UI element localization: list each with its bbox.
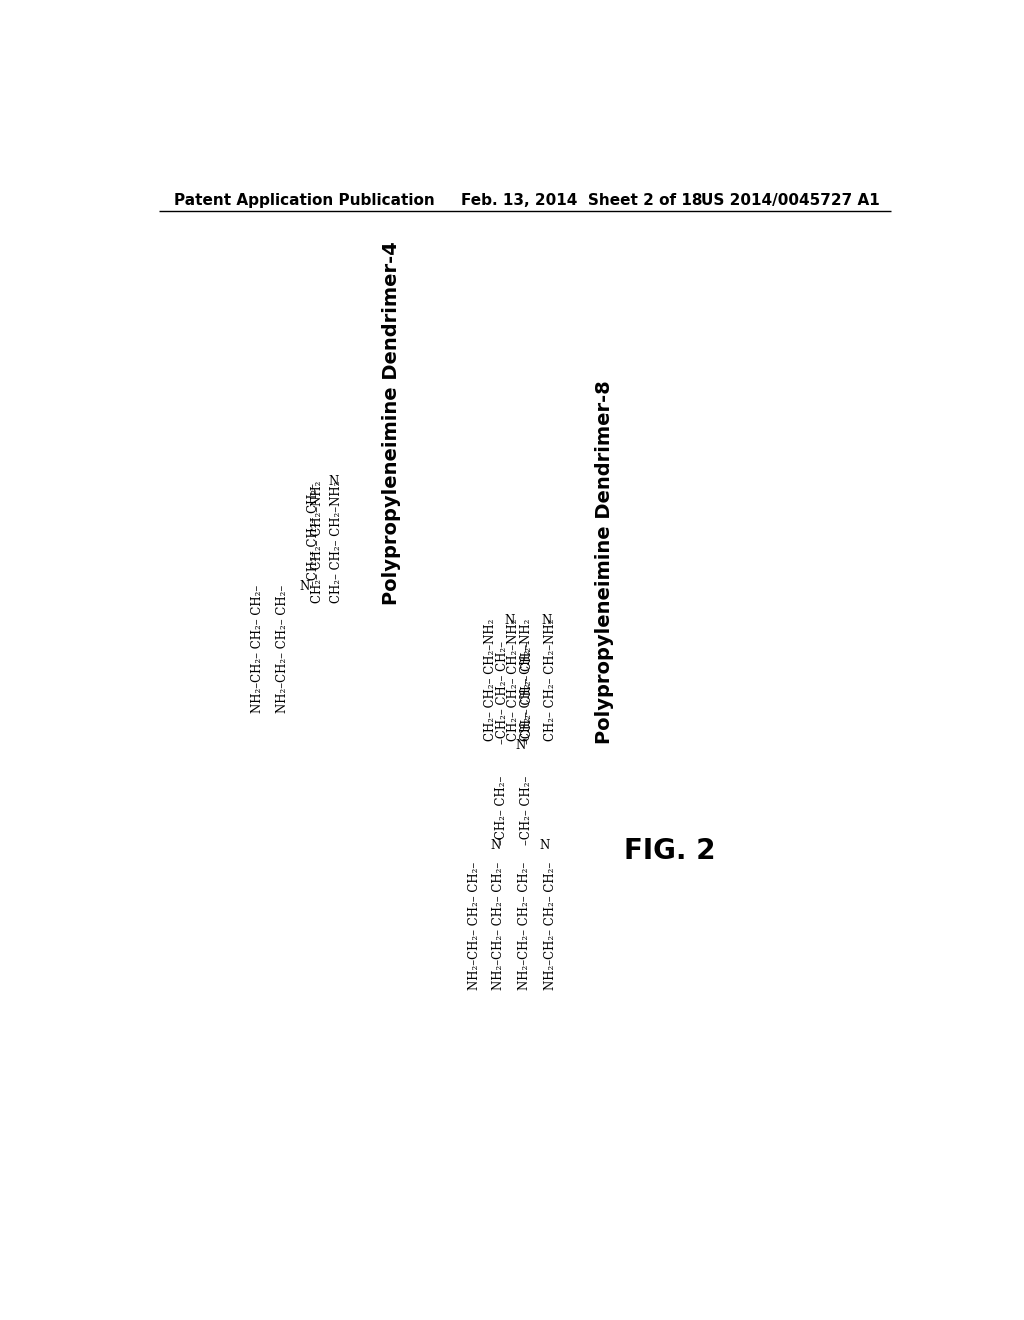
Text: N: N (516, 739, 526, 751)
Text: NH₂–CH₂– CH₂– CH₂–: NH₂–CH₂– CH₂– CH₂– (276, 585, 289, 713)
Text: NH₂–CH₂– CH₂– CH₂–: NH₂–CH₂– CH₂– CH₂– (518, 862, 531, 990)
Text: US 2014/0045727 A1: US 2014/0045727 A1 (701, 193, 880, 209)
Text: N: N (542, 614, 552, 627)
Text: NH₂–CH₂– CH₂– CH₂–: NH₂–CH₂– CH₂– CH₂– (468, 862, 480, 990)
Text: N: N (504, 614, 514, 627)
Text: CH₂– CH₂– CH₂–NH₂: CH₂– CH₂– CH₂–NH₂ (331, 480, 343, 603)
Text: CH₂– CH₂– CH₂–NH₂: CH₂– CH₂– CH₂–NH₂ (520, 619, 534, 742)
Text: FIG. 2: FIG. 2 (624, 837, 716, 866)
Text: N: N (540, 838, 550, 851)
Text: N: N (300, 579, 310, 593)
Text: NH₂–CH₂– CH₂– CH₂–: NH₂–CH₂– CH₂– CH₂– (544, 862, 557, 990)
Text: CH₂– CH₂– CH₂–NH₂: CH₂– CH₂– CH₂–NH₂ (507, 619, 520, 742)
Text: NH₂–CH₂– CH₂– CH₂–: NH₂–CH₂– CH₂– CH₂– (493, 862, 506, 990)
Text: Polypropyleneimine Dendrimer-8: Polypropyleneimine Dendrimer-8 (595, 380, 614, 743)
Text: –CH₂– CH₂–: –CH₂– CH₂– (519, 776, 532, 845)
Text: N: N (329, 475, 339, 488)
Text: –CH₂– CH₂– CH₂–: –CH₂– CH₂– CH₂– (497, 640, 509, 743)
Text: –CH₂– CH₂– CH₂–: –CH₂– CH₂– CH₂– (307, 483, 321, 586)
Text: Feb. 13, 2014  Sheet 2 of 18: Feb. 13, 2014 Sheet 2 of 18 (461, 193, 702, 209)
Text: N: N (490, 838, 501, 851)
Text: Patent Application Publication: Patent Application Publication (174, 193, 435, 209)
Text: –CH₂– CH₂– CH₂–: –CH₂– CH₂– CH₂– (521, 640, 535, 743)
Text: –CH₂– CH₂–: –CH₂– CH₂– (495, 776, 508, 845)
Text: NH₂–CH₂– CH₂– CH₂–: NH₂–CH₂– CH₂– CH₂– (251, 585, 263, 713)
Text: CH₂– CH₂– CH₂–NH₂: CH₂– CH₂– CH₂–NH₂ (484, 619, 497, 742)
Text: CH₂– CH₂– CH₂–NH₂: CH₂– CH₂– CH₂–NH₂ (544, 619, 557, 742)
Text: Polypropyleneimine Dendrimer-4: Polypropyleneimine Dendrimer-4 (382, 242, 401, 605)
Text: CH₂– CH₂– CH₂–NH₂: CH₂– CH₂– CH₂–NH₂ (311, 480, 324, 603)
